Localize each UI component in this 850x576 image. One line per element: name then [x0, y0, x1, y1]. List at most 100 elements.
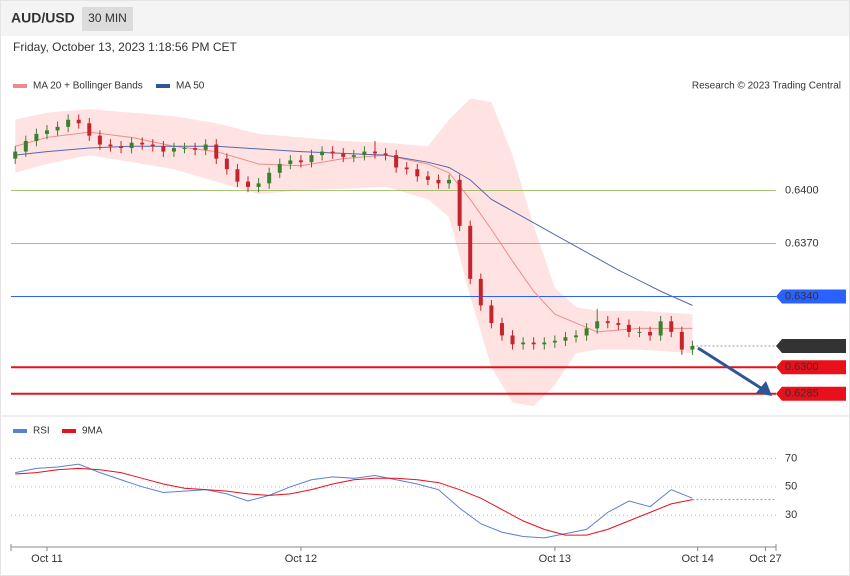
candle-body	[637, 331, 642, 333]
rsi-line	[15, 467, 693, 536]
candle-body	[44, 130, 49, 134]
legend-swatch	[156, 84, 170, 88]
candle-body	[626, 324, 631, 332]
candle-body	[563, 337, 568, 341]
candle-body	[298, 160, 303, 163]
rsi-tick-label: 30	[785, 509, 797, 521]
candle-body	[616, 323, 621, 325]
candle-body	[256, 183, 261, 187]
level-label: 0.6340	[785, 290, 819, 302]
timestamp: Friday, October 13, 2023 1:18:56 PM CET	[13, 40, 238, 54]
candle-body	[362, 151, 367, 156]
candle-body	[658, 321, 663, 336]
candle-body	[193, 148, 198, 150]
moving-average	[15, 145, 693, 306]
candle-body	[521, 342, 526, 345]
candle-body	[447, 179, 452, 184]
legend-swatch	[13, 429, 27, 433]
x-tick-label: Oct 13	[539, 553, 571, 565]
candle-body	[394, 155, 399, 168]
candle-body	[531, 342, 536, 345]
copyright: Research © 2023 Trading Central	[692, 81, 841, 92]
interval-box	[82, 7, 133, 31]
candle-body	[574, 335, 579, 338]
candle-body	[320, 151, 325, 156]
candle-body	[351, 155, 356, 157]
candle-body	[203, 144, 208, 150]
candle-body	[489, 305, 494, 324]
forecast-arrowhead	[756, 381, 772, 396]
candle-body	[584, 328, 589, 336]
candle-body	[669, 321, 674, 332]
candle-body	[648, 331, 653, 336]
level-label: 0.6400	[785, 184, 819, 196]
x-tick-label: Oct 12	[285, 553, 317, 565]
legend-label: MA 20 + Bollinger Bands	[33, 81, 143, 92]
candle-body	[235, 169, 240, 182]
candle-body	[171, 148, 176, 152]
rsi-tick-label: 70	[785, 452, 797, 464]
candle-body	[140, 142, 145, 145]
candle-body	[499, 323, 504, 336]
interval: 30 MIN	[88, 11, 127, 25]
candle-body	[13, 151, 18, 159]
x-tick-label: Oct 11	[31, 553, 63, 565]
candle-body	[97, 135, 102, 145]
candle-body	[108, 144, 113, 147]
candle-body	[679, 331, 684, 350]
candle-body	[214, 144, 219, 159]
forecast-arrow	[697, 346, 765, 392]
candle-body	[150, 144, 155, 147]
candle-body	[425, 176, 430, 180]
candle-body	[341, 153, 346, 157]
candle-body	[129, 142, 134, 149]
candle-body	[224, 158, 229, 170]
candle-body	[55, 126, 60, 131]
legend-label: 9MA	[82, 426, 103, 437]
level-tag	[776, 339, 846, 354]
candle-body	[161, 146, 166, 152]
candle-body	[404, 167, 409, 170]
legend-label: RSI	[33, 426, 50, 437]
candle-body	[605, 321, 610, 324]
candle-body	[510, 335, 515, 345]
rsi-tick-label: 50	[785, 481, 797, 493]
candle-body	[23, 140, 28, 152]
candle-body	[330, 151, 335, 154]
candle-body	[595, 321, 600, 329]
level-tag	[776, 360, 846, 375]
level-label: 0.6285	[785, 388, 819, 400]
legend-swatch	[13, 84, 27, 88]
candle-body	[415, 169, 420, 177]
legend-swatch	[62, 429, 76, 433]
candle-body	[457, 179, 462, 226]
candle-body	[372, 151, 377, 154]
header-bar	[0, 0, 850, 36]
candle-body	[66, 119, 71, 127]
candle-body	[478, 278, 483, 306]
candle-body	[690, 346, 695, 350]
level-tag	[776, 386, 846, 401]
candle-body	[542, 342, 547, 345]
level-label: 0.6300	[785, 361, 819, 373]
candle-body	[34, 133, 39, 141]
x-tick-label: Oct 27	[749, 553, 781, 565]
symbol: AUD/USD	[11, 10, 75, 26]
candle-body	[309, 155, 314, 163]
candle-body	[182, 148, 187, 150]
rsi-line	[15, 463, 693, 539]
level-label: 0.6312	[785, 340, 819, 352]
x-tick-label: Oct 14	[681, 553, 713, 565]
candle-body	[436, 179, 441, 184]
candle-body	[277, 163, 282, 173]
candle-body	[119, 146, 124, 149]
candle-body	[288, 160, 293, 164]
candle-body	[246, 181, 251, 187]
candle-body	[267, 172, 272, 184]
moving-average	[15, 131, 693, 333]
candle-body	[552, 340, 557, 343]
bollinger-band	[15, 98, 693, 407]
candle-body	[468, 225, 473, 279]
candle-body	[87, 123, 92, 136]
